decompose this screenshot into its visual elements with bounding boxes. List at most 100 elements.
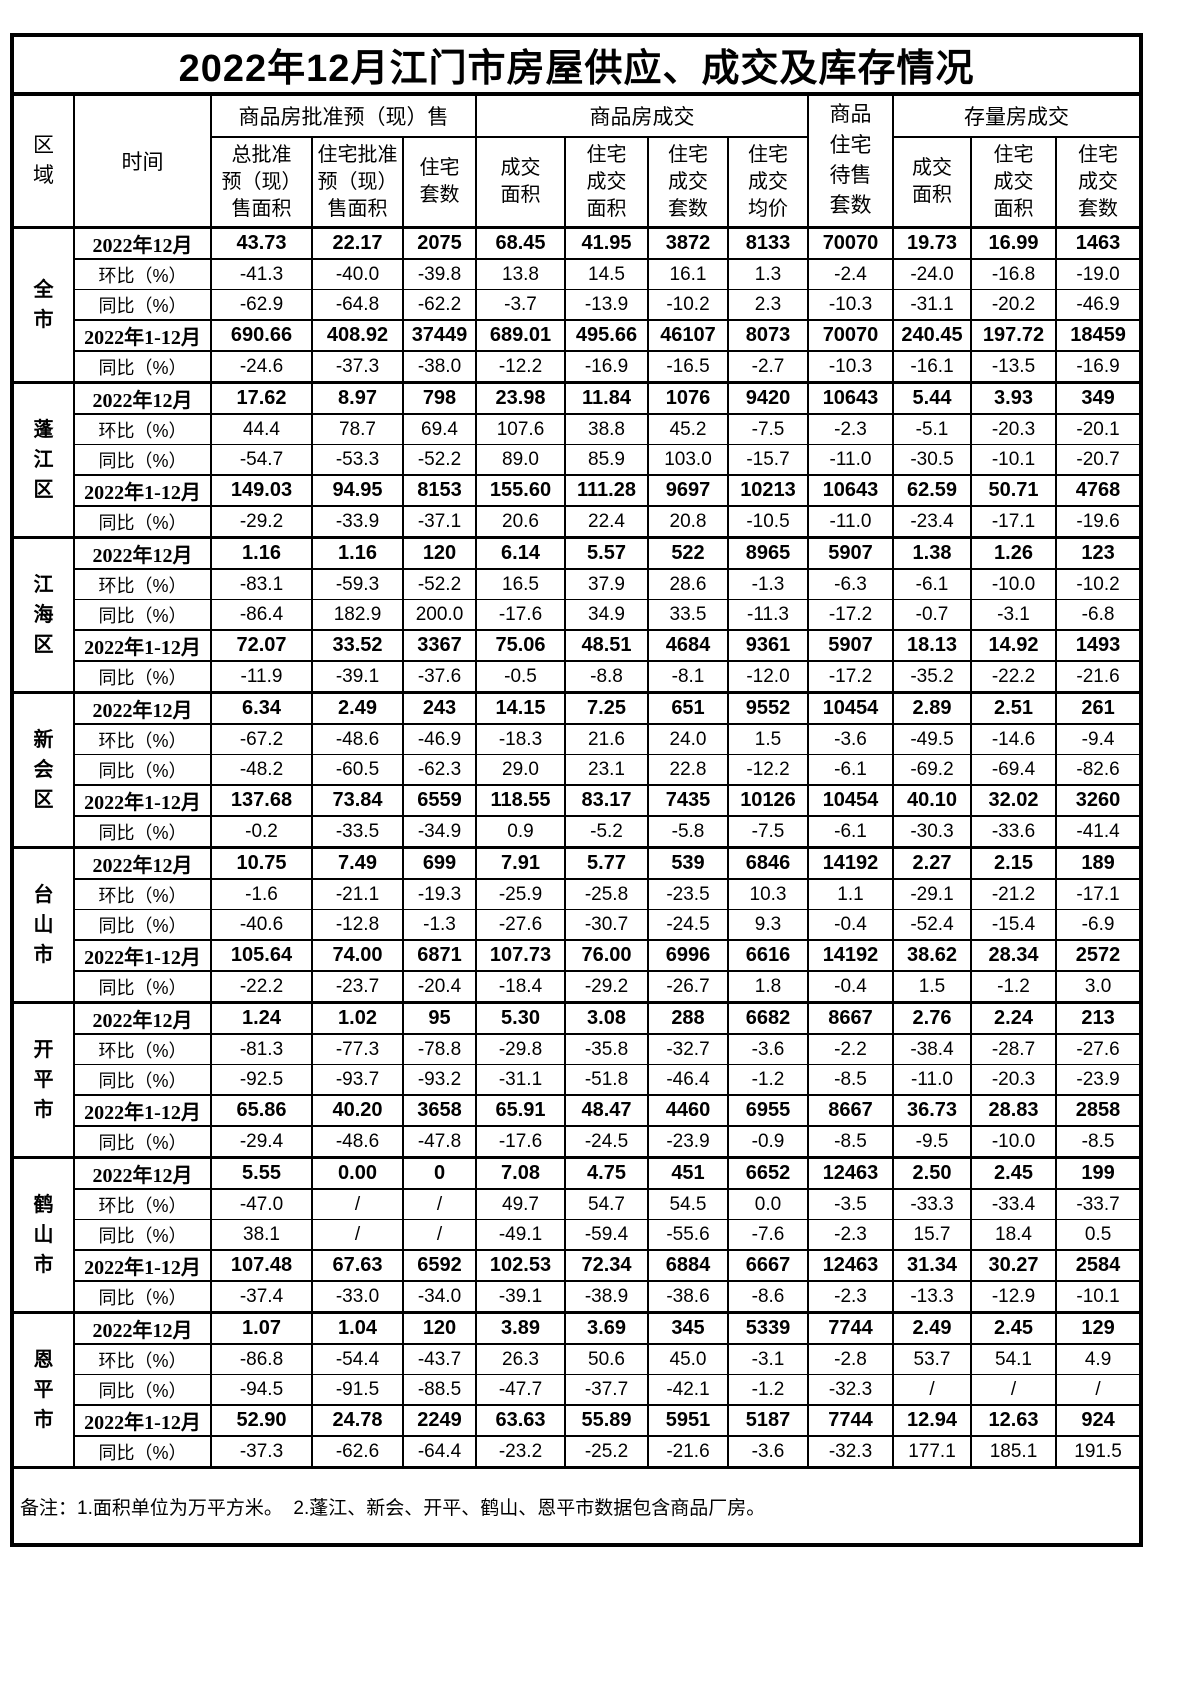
value-cell: -42.1 [647,1374,729,1406]
table-row: 恩 平 市 2022年12月 1.07 1.04 120 3.89 3.69 345 5339 7… [11,1311,1143,1469]
value-cell: 5907 [807,536,894,570]
value-cell: 43.73 [210,226,313,260]
value-cell: 8153 [402,474,477,507]
value-cell: -19.3 [402,878,477,910]
row-period-label: 同比（%） [73,1125,212,1158]
value-cell: 1076 [647,381,729,415]
value-cell: -34.0 [402,1280,477,1313]
value-cell: 7.91 [475,846,566,880]
value-cell: -52.4 [892,909,972,941]
col-header-stock-residential-sales-area: 住宅 成交 面积 [970,136,1057,229]
value-cell: 33.52 [311,629,404,662]
value-cell: 4.75 [564,1156,649,1190]
table-row: 环比（%） -1.6 -21.1 -19.3 -25.9 -25.8 -23.5 10.3 1.… [12,878,1143,910]
value-cell: 120 [402,1311,477,1345]
value-cell: 261 [1054,691,1143,725]
value-cell: 689.01 [475,319,566,352]
value-cell: 6652 [727,1156,809,1190]
value-cell: 33.5 [647,599,729,631]
value-cell: 8.97 [311,381,404,415]
value-cell: 1.16 [210,536,313,570]
value-cell: -10.5 [727,505,809,538]
table-row: 环比（%） -67.2 -48.6 -46.9 -18.3 21.6 24.0 1.5 -3.6… [12,723,1143,755]
value-cell: -32.3 [807,1435,894,1468]
col-header-residential-avg-price: 住宅 成交 均价 [727,136,809,229]
value-cell: 7744 [807,1404,894,1437]
col-header-region: 区 域 [11,93,75,229]
col-header-stock-sales-area: 成交 面积 [892,136,972,229]
table-row: 同比（%） -0.2 -33.5 -34.9 0.9 -5.2 -5.8 -7.5 -6.1 -3… [12,815,1143,848]
row-period-label: 同比（%） [73,599,212,631]
value-cell: 89.0 [475,444,566,476]
value-cell: 495.66 [564,319,649,352]
value-cell: 54.7 [564,1188,649,1220]
table-row: 环比（%） -81.3 -77.3 -78.8 -29.8 -35.8 -32.7 -3.6-… [12,1033,1143,1065]
row-period-label: 2022年1-12月 [73,1404,212,1437]
value-cell: 12.63 [970,1404,1057,1437]
region-name: 新 会 区 [11,691,75,849]
value-cell: -33.7 [1054,1188,1143,1220]
value-cell: -0.4 [807,970,894,1003]
value-cell: 349 [1054,381,1143,415]
value-cell: -20.3 [970,413,1057,445]
table-row: 同比（%） -11.9 -39.1 -37.6 -0.5 -8.8 -8.1 -12.0 -17… [12,660,1143,693]
value-cell: -59.4 [564,1219,649,1251]
value-cell: 2572 [1054,939,1143,972]
value-cell: -29.8 [475,1033,566,1065]
value-cell: -17.1 [1054,878,1143,910]
value-cell: -19.0 [1054,258,1143,290]
value-cell: -10.1 [970,444,1057,476]
value-cell: 6871 [402,939,477,972]
table-row: 2022年1-12月 105.64 74.00 6871 107.73 76.00 6996… [12,939,1143,972]
value-cell: 1.24 [210,1001,313,1035]
value-cell: -2.3 [807,1219,894,1251]
value-cell: 2.51 [970,691,1057,725]
table-row: 全 市 2022年12月 43.73 22.17 2075 68.45 41.95 3872 8… [11,226,1143,384]
value-cell: 20.6 [475,505,566,538]
value-cell: 2.50 [892,1156,972,1190]
value-cell: 38.1 [210,1219,313,1251]
value-cell: 8133 [727,226,809,260]
value-cell: 137.68 [210,784,313,817]
value-cell: 2.89 [892,691,972,725]
value-cell: -81.3 [210,1033,313,1065]
value-cell: -62.6 [311,1435,404,1468]
value-cell: 1.38 [892,536,972,570]
value-cell: 41.95 [564,226,649,260]
table-row: 新 会 区 2022年12月 6.34 2.49 243 14.15 7.25 651 9552… [11,691,1143,849]
value-cell: 6559 [402,784,477,817]
value-cell: -2.7 [727,350,809,383]
value-cell: 45.0 [647,1343,729,1375]
value-cell: -52.2 [402,568,477,600]
table-row: 同比（%） -92.5 -93.7 -93.2 -31.1 -51.8 -46.4 -1.2-… [12,1064,1143,1096]
col-header-residential-sales-units: 住宅 成交 套数 [647,136,729,229]
row-period-label: 同比（%） [73,970,212,1003]
value-cell: 6996 [647,939,729,972]
value-cell: -5.8 [647,815,729,848]
value-cell: -29.2 [564,970,649,1003]
value-cell: 3260 [1054,784,1143,817]
value-cell: -6.1 [807,815,894,848]
region-name: 全 市 [11,226,75,384]
value-cell: 102.53 [475,1249,566,1282]
value-cell: 32.02 [970,784,1057,817]
value-cell: -35.2 [892,660,972,693]
value-cell: -60.5 [311,754,404,786]
value-cell: -10.3 [807,350,894,383]
value-cell: 0.0 [727,1188,809,1220]
table-row: 同比（%） -54.7 -53.3 -52.2 89.0 85.9 103.0 -15.7 -1… [12,444,1143,476]
value-cell: -13.3 [892,1280,972,1313]
footnote: 备注：1.面积单位为万平方米。 2.蓬江、新会、开平、鹤山、恩平市数据包含商品厂… [10,1466,1143,1546]
row-period-label: 同比（%） [73,505,212,538]
value-cell: 67.63 [311,1249,404,1282]
row-period-label: 环比（%） [73,878,212,910]
value-cell: -11.0 [807,505,894,538]
value-cell: 2.45 [970,1311,1057,1345]
value-cell: 651 [647,691,729,725]
region-name: 台 山 市 [11,846,75,1004]
value-cell: -25.9 [475,878,566,910]
row-period-label: 同比（%） [73,289,212,321]
value-cell: -3.1 [970,599,1057,631]
value-cell: -54.7 [210,444,313,476]
value-cell: -55.6 [647,1219,729,1251]
